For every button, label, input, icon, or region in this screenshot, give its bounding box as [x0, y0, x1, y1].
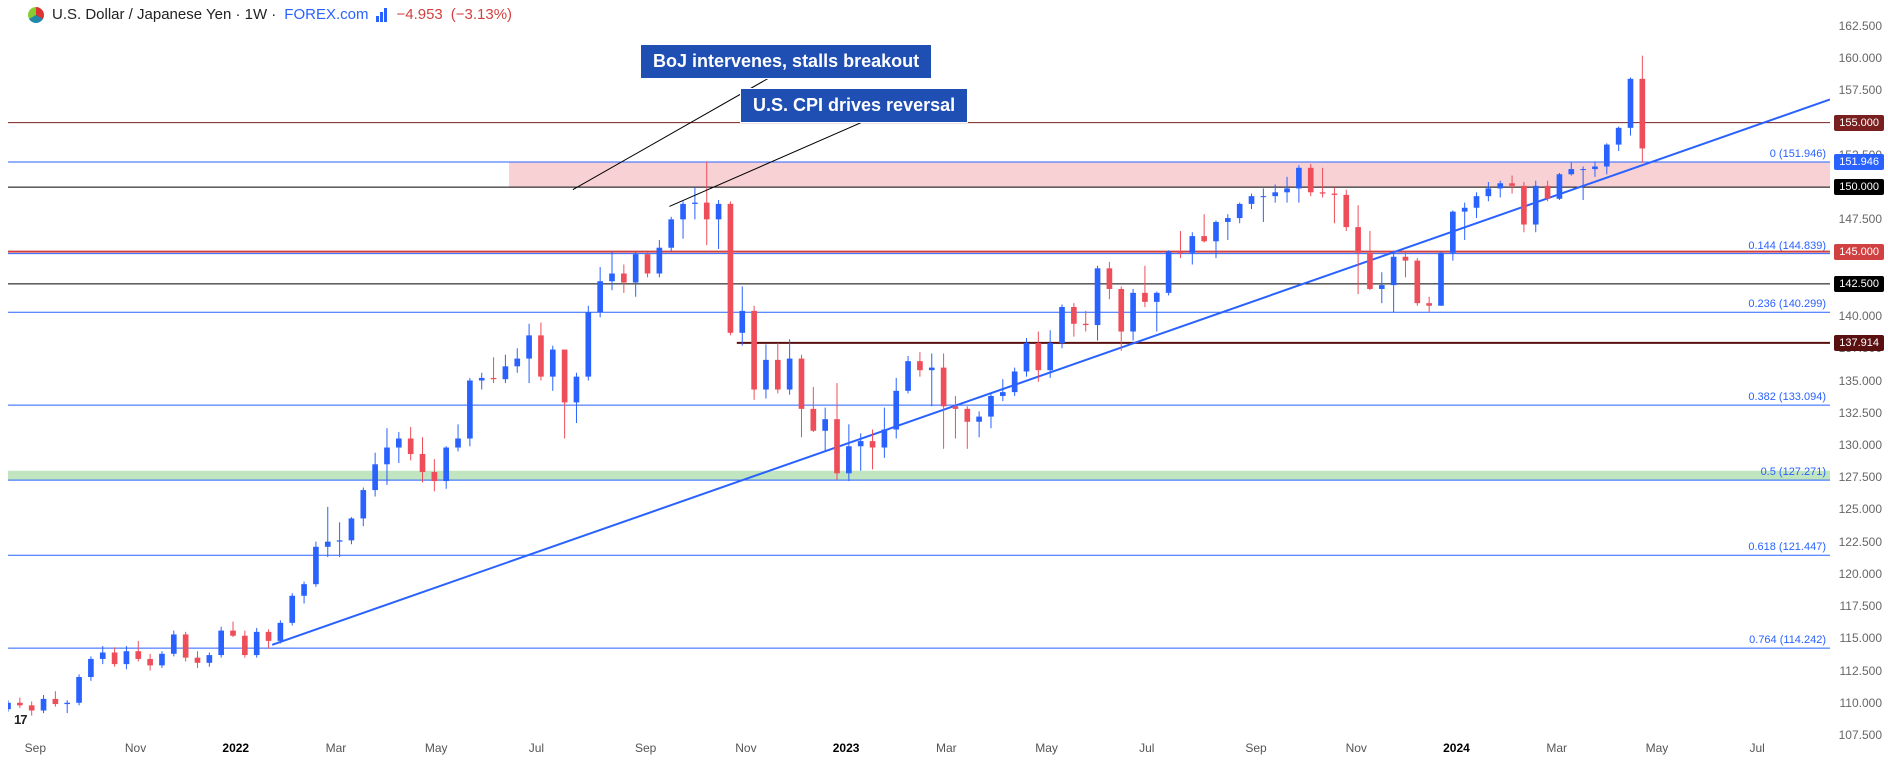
- y-tick: 115.000: [1840, 631, 1883, 645]
- fib-label: 0.382 (133.094): [1748, 391, 1826, 403]
- bars-icon: [376, 8, 388, 22]
- x-tick: Nov: [1346, 741, 1367, 755]
- x-tick: 2024: [1443, 741, 1470, 755]
- x-tick: May: [425, 741, 448, 755]
- y-tick: 120.000: [1839, 567, 1882, 581]
- price-badge: 155.000: [1834, 115, 1884, 131]
- data-source: FOREX.com: [284, 6, 368, 23]
- x-tick: Mar: [936, 741, 957, 755]
- x-tick: Sep: [25, 741, 46, 755]
- y-tick: 147.500: [1839, 212, 1882, 226]
- y-tick: 117.500: [1840, 599, 1883, 613]
- y-tick: 160.000: [1839, 51, 1882, 65]
- fib-label: 0.236 (140.299): [1748, 298, 1826, 310]
- x-tick: May: [1035, 741, 1058, 755]
- x-tick: Mar: [326, 741, 347, 755]
- y-tick: 127.500: [1839, 470, 1882, 484]
- price-badge: 145.000: [1834, 244, 1884, 260]
- fib-label: 0.618 (121.447): [1748, 541, 1826, 553]
- price-change-abs: −4.953: [396, 6, 442, 23]
- y-tick: 162.500: [1839, 19, 1882, 33]
- y-tick: 107.500: [1839, 728, 1882, 742]
- fib-label: 0 (151.946): [1770, 148, 1826, 160]
- x-tick: Nov: [125, 741, 146, 755]
- x-tick: Jul: [1139, 741, 1154, 755]
- y-tick: 130.000: [1839, 438, 1882, 452]
- chart-annotation: U.S. CPI drives reversal: [740, 88, 968, 123]
- x-axis: Sep Nov 2022 Mar May Jul Sep Nov 2023 Mar May Jul Se…: [8, 735, 1830, 763]
- x-tick: Nov: [735, 741, 756, 755]
- x-tick: Mar: [1546, 741, 1567, 755]
- y-tick: 140.000: [1839, 309, 1882, 323]
- y-tick: 135.000: [1839, 374, 1882, 388]
- symbol-title: U.S. Dollar / Japanese Yen · 1W ·: [52, 6, 276, 23]
- price-badge: 142.500: [1834, 276, 1884, 292]
- y-tick: 157.500: [1839, 83, 1882, 97]
- y-tick: 125.000: [1839, 502, 1882, 516]
- y-tick: 110.000: [1840, 696, 1883, 710]
- x-tick: Sep: [1245, 741, 1266, 755]
- fib-label: 0.5 (127.271): [1761, 466, 1826, 478]
- price-badge: 151.946: [1834, 154, 1884, 170]
- fib-label: 0.764 (114.242): [1749, 634, 1826, 646]
- x-tick: Sep: [635, 741, 656, 755]
- x-tick: Jul: [1749, 741, 1764, 755]
- x-tick: Jul: [529, 741, 544, 755]
- x-tick: 2023: [833, 741, 860, 755]
- y-tick: 112.500: [1840, 664, 1883, 678]
- tradingview-logo: 17: [14, 712, 26, 727]
- x-tick: 2022: [222, 741, 249, 755]
- price-badge: 137.914: [1834, 335, 1884, 351]
- y-tick: 132.500: [1839, 406, 1882, 420]
- x-tick: May: [1646, 741, 1669, 755]
- price-change-pct: (−3.13%): [451, 6, 512, 23]
- price-badge: 150.000: [1834, 179, 1884, 195]
- chart-plot-area[interactable]: [8, 26, 1830, 735]
- y-axis: 107.500110.000112.500115.000117.500120.0…: [1830, 26, 1888, 735]
- fib-label: 0.144 (144.839): [1748, 240, 1826, 252]
- y-tick: 122.500: [1839, 535, 1882, 549]
- chart-header: U.S. Dollar / Japanese Yen · 1W · FOREX.…: [28, 6, 512, 23]
- brand-logo-icon: [28, 7, 44, 23]
- chart-annotation: BoJ intervenes, stalls breakout: [640, 44, 932, 79]
